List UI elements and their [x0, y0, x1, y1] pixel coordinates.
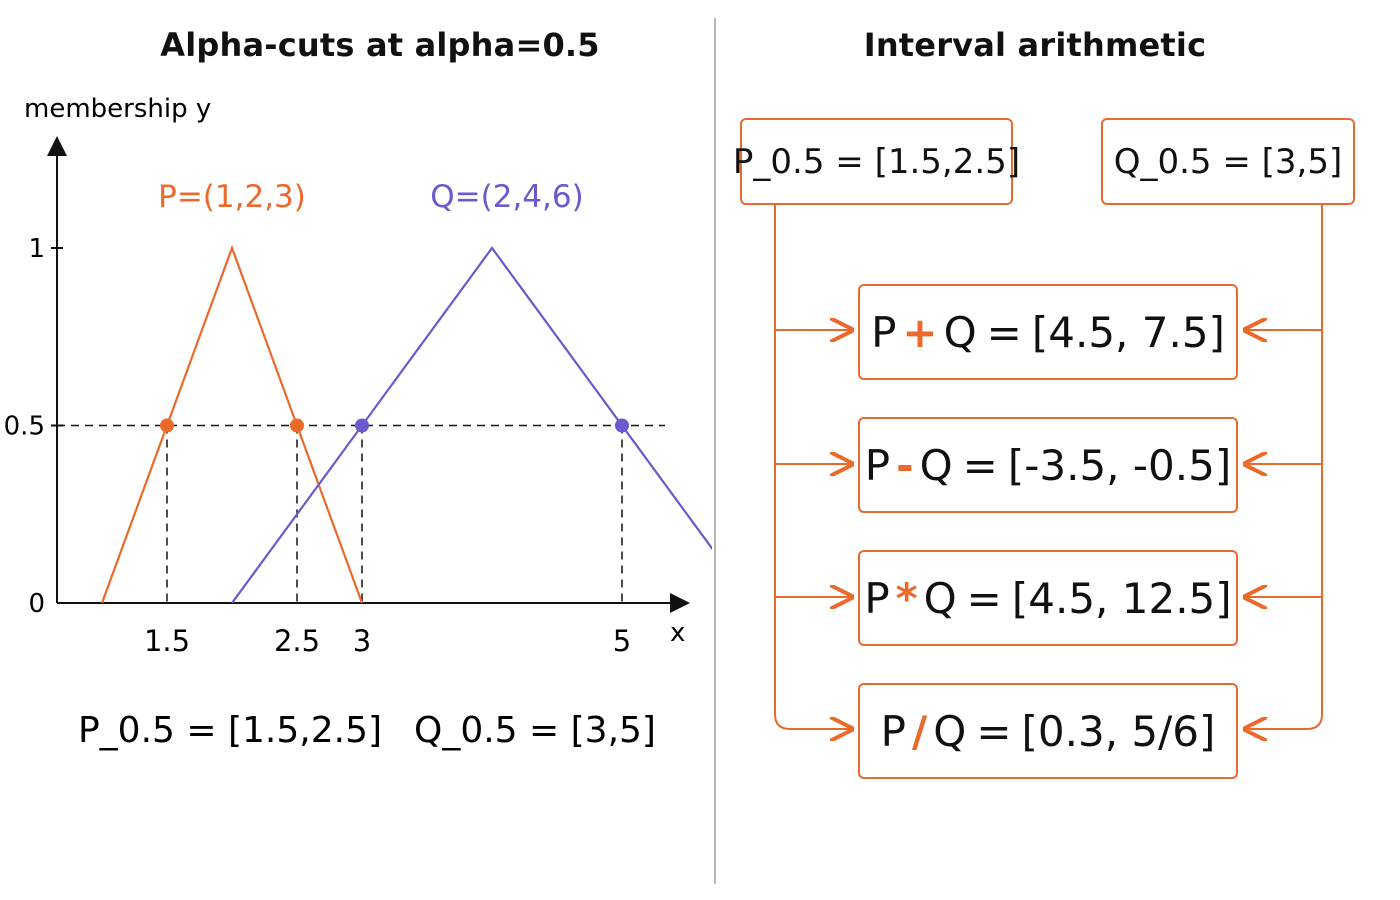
input-box-q: Q_0.5 = [3,5]	[1101, 118, 1355, 205]
op-result: [4.5, 12.5]	[1011, 573, 1232, 623]
y-tick-label: 0	[28, 589, 45, 619]
op-equals: =	[962, 440, 998, 490]
p-series-label: P=(1,2,3)	[158, 179, 306, 215]
x-tick-label: 1.5	[144, 624, 190, 658]
p-cut-point	[290, 418, 304, 433]
operation-box-multiply: P * Q = [4.5, 12.5]	[858, 550, 1238, 646]
q-series-label: Q=(2,4,6)	[430, 179, 583, 215]
op-left: P	[880, 706, 906, 756]
x-axis-label: x	[670, 618, 685, 648]
op-result: [0.3, 5/6]	[1021, 706, 1216, 756]
input-p-text: P_0.5 = [1.5,2.5]	[732, 141, 1021, 182]
chart-layer: 0 0.5 1 1.5 2.5 3 5	[4, 234, 712, 658]
x-tick-label: 3	[353, 624, 371, 658]
panel-divider	[714, 18, 716, 884]
y-tick-label: 1	[28, 234, 45, 264]
op-equals: =	[966, 573, 1002, 623]
input-q-text: Q_0.5 = [3,5]	[1113, 141, 1343, 182]
q-series-line	[231, 246, 712, 604]
op-symbol-multiply: *	[895, 573, 918, 623]
op-symbol-add: +	[902, 307, 938, 357]
left-panel-title: Alpha-cuts at alpha=0.5	[160, 26, 600, 64]
p-cut-text: P_0.5 = [1.5,2.5]	[78, 710, 382, 751]
q-cut-text: Q_0.5 = [3,5]	[414, 710, 656, 751]
operation-box-divide: P / Q = [0.3, 5/6]	[858, 683, 1238, 779]
right-panel-title: Interval arithmetic	[863, 26, 1207, 64]
x-tick-label: 2.5	[274, 624, 320, 658]
op-left: P	[864, 573, 890, 623]
op-equals: =	[986, 307, 1022, 357]
op-left: P	[864, 440, 891, 490]
input-box-p: P_0.5 = [1.5,2.5]	[733, 118, 1020, 205]
op-equals: =	[976, 706, 1012, 756]
p-cut-point	[160, 418, 174, 433]
operation-box-add: P + Q = [4.5, 7.5]	[858, 284, 1238, 380]
y-axis-label: membership y	[24, 94, 211, 124]
op-right: Q	[933, 706, 967, 756]
op-symbol-subtract: -	[896, 440, 914, 490]
op-left: P	[871, 307, 897, 357]
op-right: Q	[923, 573, 957, 623]
op-right: Q	[943, 307, 977, 357]
q-cut-point	[355, 418, 369, 433]
op-right: Q	[919, 440, 953, 490]
alpha-cut-plot: membership y x 0 0.5 1 1.5 2.5 3 5 P=(1,2,3) Q…	[4, 94, 712, 751]
y-tick-label: 0.5	[4, 412, 45, 442]
q-cut-point	[615, 418, 629, 433]
operation-box-subtract: P - Q = [-3.5, -0.5]	[858, 417, 1238, 513]
op-symbol-divide: /	[911, 706, 928, 756]
left-trunk-line	[774, 205, 850, 729]
right-trunk-line	[1247, 205, 1323, 729]
x-tick-label: 5	[613, 624, 631, 658]
op-result: [4.5, 7.5]	[1031, 307, 1225, 357]
op-result: [-3.5, -0.5]	[1007, 440, 1232, 490]
